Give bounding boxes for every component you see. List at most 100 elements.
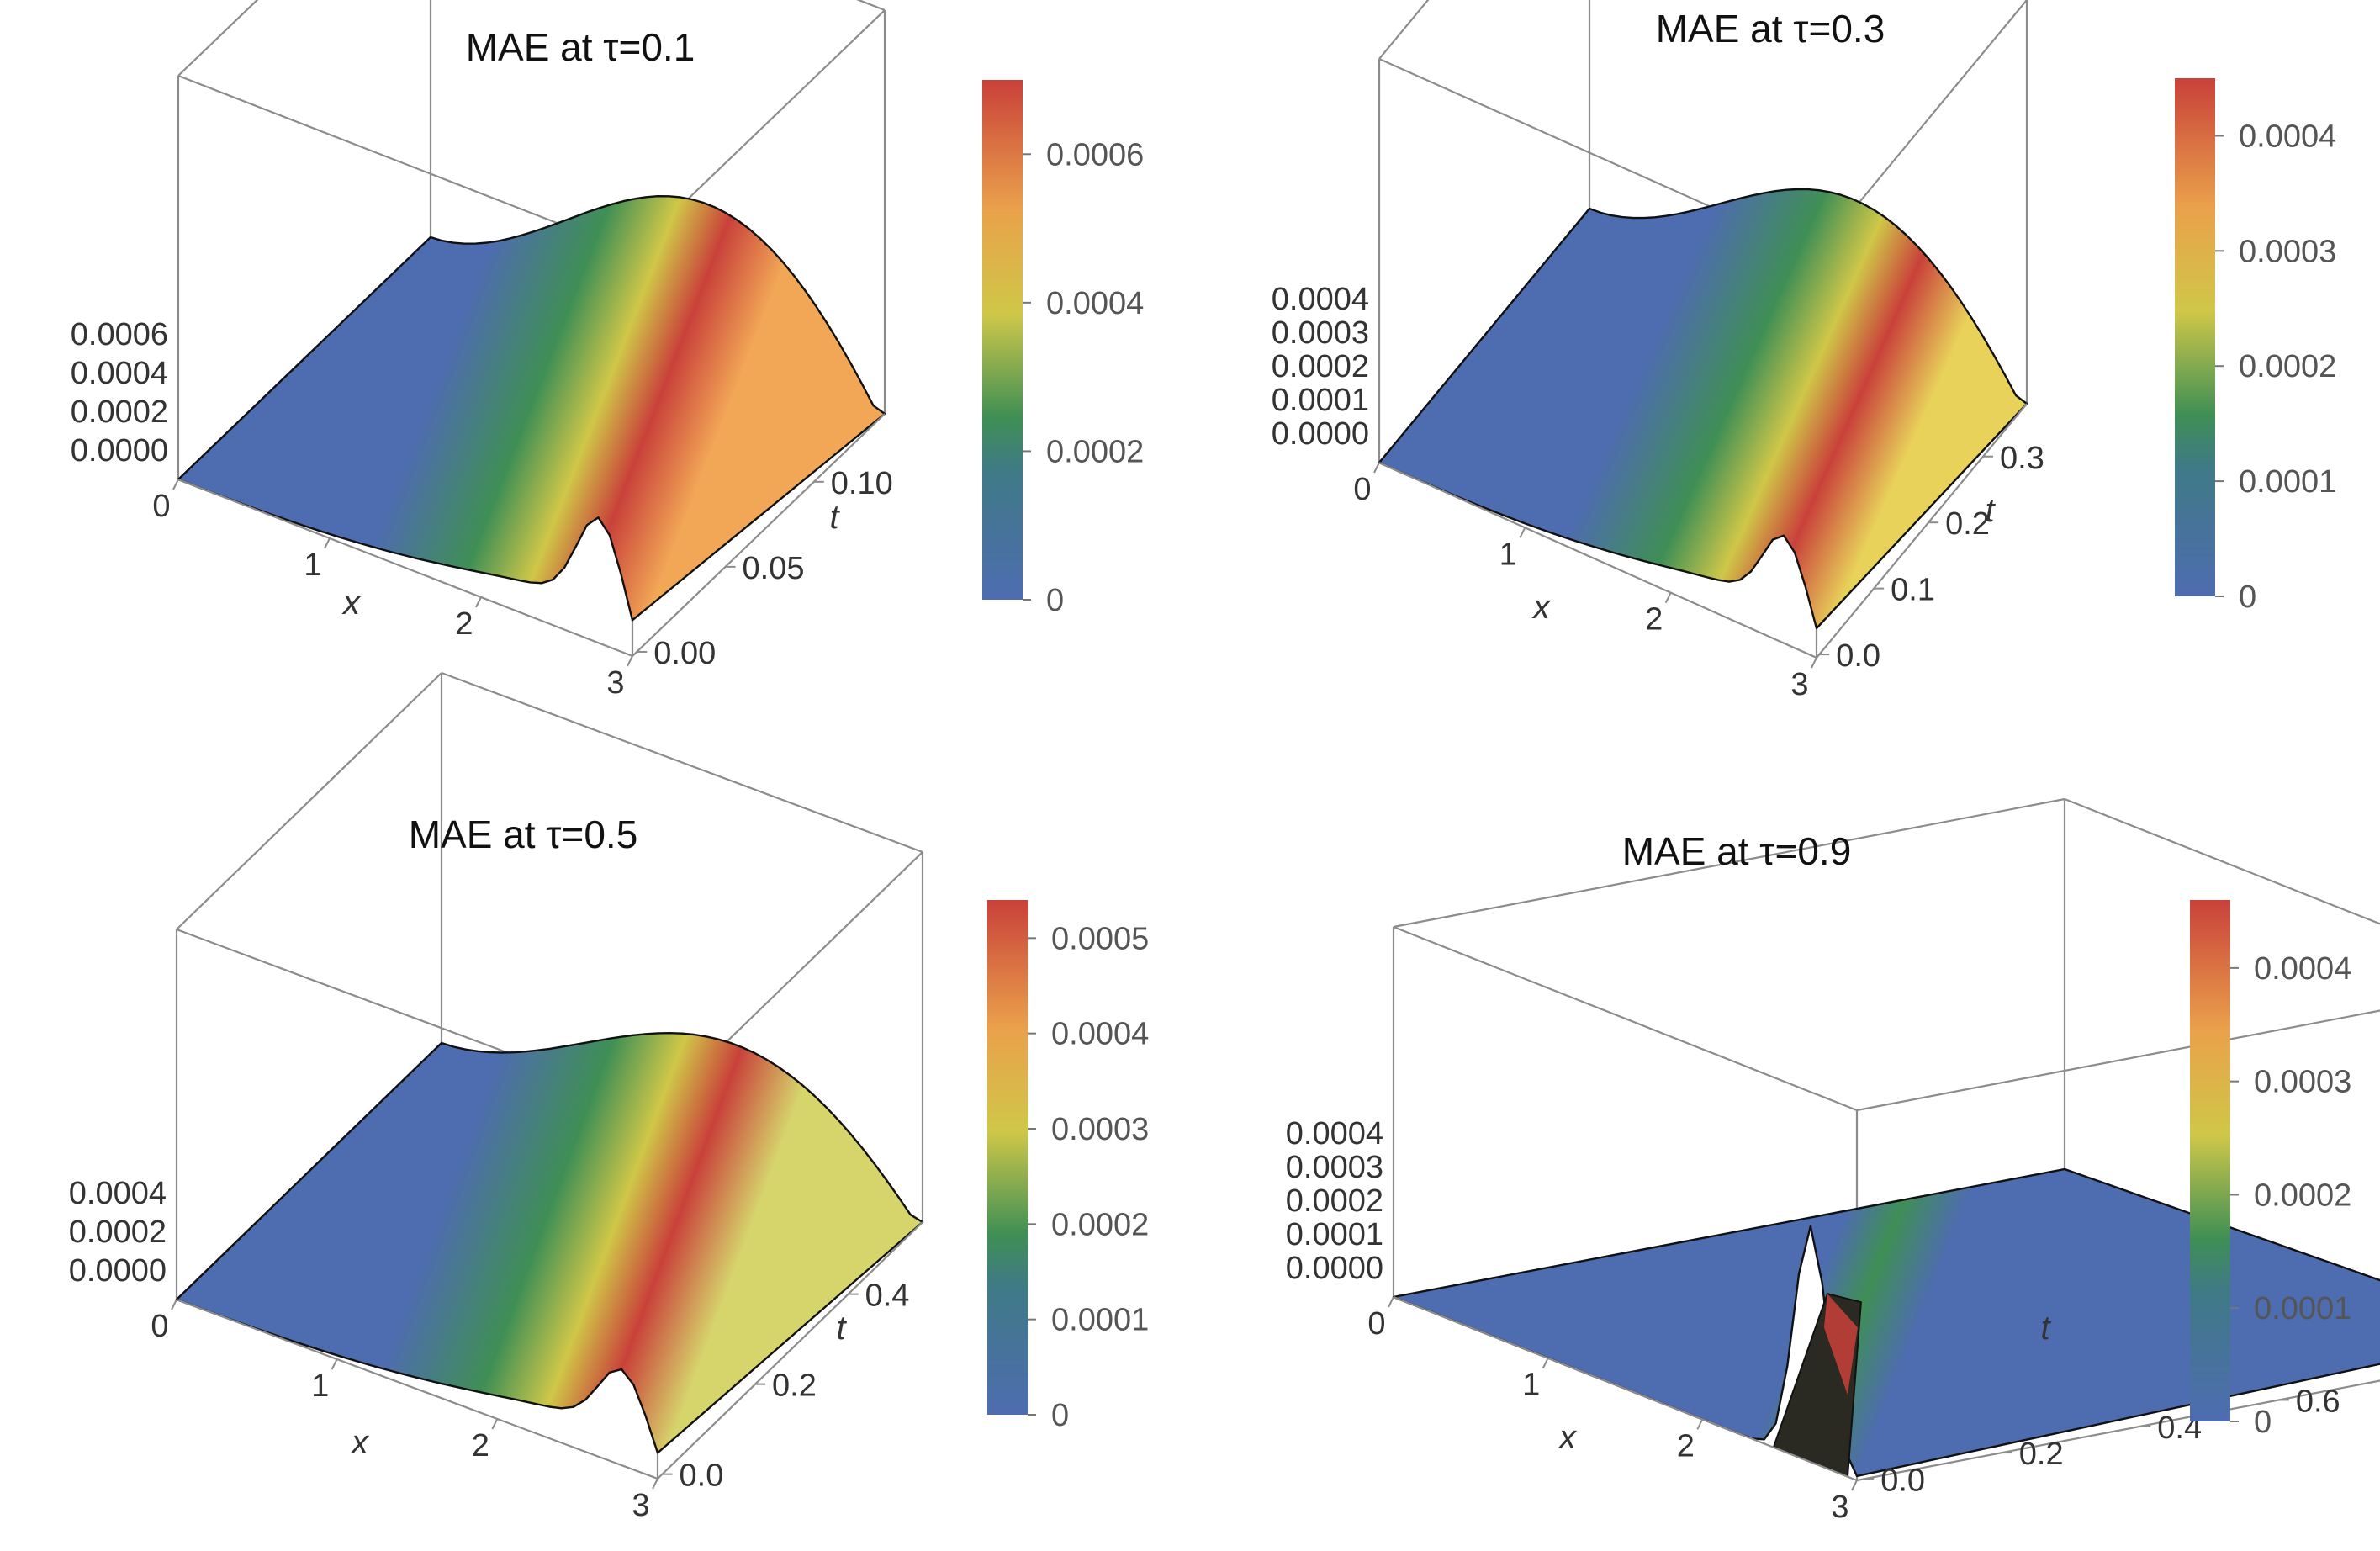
colorbar-tick-label: 0.0004 — [1046, 286, 1144, 321]
box-edge — [176, 672, 442, 930]
x-tick-label: 0 — [151, 1309, 168, 1344]
chart-title: MAE at τ=0.3 — [1656, 7, 1885, 50]
chart-title: MAE at τ=0.9 — [1622, 829, 1852, 873]
colorbar-tick-label: 0 — [2254, 1405, 2272, 1440]
box-edge — [856, 0, 886, 12]
y-tick-label: 0.0 — [1836, 638, 1880, 674]
x-tick-label: 1 — [1522, 1368, 1540, 1403]
z-tick-label: 0.0002 — [1286, 1183, 1383, 1219]
colorbar-tick-label: 0.0002 — [2239, 349, 2336, 384]
box-edge — [2064, 797, 2380, 925]
figure-panels: MAE at τ=0.101230.000.050.100.00000.0002… — [69, 0, 2380, 1525]
x-tick-label: 3 — [1790, 667, 1808, 702]
x-tick-mark — [1388, 1296, 1394, 1308]
chart-title: MAE at τ=0.1 — [466, 25, 695, 69]
x-axis-label: x — [1531, 589, 1552, 626]
z-tick-label: 0.0004 — [71, 356, 168, 391]
colorbar-tick-label: 0.0003 — [2239, 234, 2336, 269]
x-tick-label: 3 — [1831, 1490, 1848, 1525]
z-tick-label: 0.0003 — [1272, 315, 1369, 351]
colorbar-tick-label: 0 — [1051, 1398, 1069, 1433]
x-tick-label: 1 — [311, 1368, 329, 1404]
box-edge-front — [1816, 403, 2028, 659]
x-tick-mark — [1519, 527, 1526, 538]
z-tick-label: 0.0004 — [1286, 1116, 1383, 1151]
x-tick-label: 3 — [606, 665, 624, 701]
x-tick-label: 2 — [472, 1428, 489, 1464]
x-tick-label: 2 — [1677, 1428, 1695, 1464]
y-tick-label: 0.6 — [2296, 1384, 2340, 1419]
colorbar-tick-label: 0.0001 — [2239, 464, 2336, 500]
colorbar-tick-label: 0.0002 — [2254, 1178, 2351, 1213]
x-tick-mark — [1664, 592, 1672, 604]
z-tick-label: 0.0001 — [1286, 1217, 1383, 1252]
chart-title: MAE at τ=0.5 — [409, 813, 638, 856]
chart-panel-3: MAE at τ=0.501230.00.20.40.00000.00020.0… — [69, 671, 1149, 1523]
x-tick-mark — [1811, 657, 1817, 669]
colorbar-tick-label: 0.0001 — [1051, 1303, 1149, 1338]
colorbar-tick-label: 0.0003 — [2254, 1065, 2351, 1100]
x-tick-mark — [1851, 1480, 1858, 1491]
y-axis-label: t — [829, 499, 840, 536]
box-edge — [441, 671, 923, 854]
z-tick-label: 0.0004 — [1272, 282, 1369, 317]
colorbar — [2190, 900, 2230, 1421]
colorbar-tick-label: 0.0004 — [1051, 1017, 1149, 1052]
x-tick-label: 3 — [632, 1488, 649, 1523]
box-edge-front — [657, 1221, 923, 1480]
error-surface — [1392, 1167, 2380, 1478]
colorbar — [987, 900, 1028, 1415]
x-tick-mark — [1696, 1418, 1704, 1430]
x-axis-label: x — [341, 585, 362, 622]
x-axis-label: x — [1558, 1419, 1578, 1456]
y-tick-label: 0.2 — [2019, 1437, 2064, 1472]
y-axis-label: t — [836, 1310, 847, 1347]
error-peak-highlight — [1823, 1294, 1858, 1395]
box-edge-front — [1393, 1295, 1858, 1482]
colorbar-tick-label: 0.0005 — [1051, 921, 1149, 956]
x-tick-label: 1 — [304, 548, 321, 583]
y-tick-label: 0.0 — [680, 1458, 724, 1494]
colorbar-tick-label: 0.0002 — [1046, 434, 1144, 469]
box-edge — [1393, 797, 2065, 929]
z-tick-label: 0.0000 — [1286, 1251, 1383, 1286]
y-tick-label: 0.1 — [1891, 573, 1935, 608]
colorbar-tick-label: 0.0006 — [1046, 137, 1144, 172]
y-tick-label: 0.0 — [1880, 1463, 1925, 1498]
error-surface — [1378, 188, 2028, 630]
colorbar-tick-label: 0.0002 — [1051, 1207, 1149, 1242]
chart-panel-1: MAE at τ=0.101230.000.050.100.00000.0002… — [71, 0, 1144, 701]
x-tick-label: 2 — [455, 606, 473, 642]
box-edge-front — [176, 1298, 658, 1480]
y-tick-label: 0.2 — [772, 1368, 817, 1404]
y-axis-label: t — [1985, 492, 1996, 529]
colorbar-tick-label: 0 — [2239, 580, 2256, 615]
z-tick-label: 0.0002 — [71, 394, 168, 430]
x-tick-label: 1 — [1499, 537, 1517, 572]
box-edge — [177, 0, 259, 77]
x-tick-mark — [475, 596, 482, 608]
y-axis-label: t — [2040, 1310, 2051, 1347]
z-tick-label: 0.0002 — [69, 1215, 167, 1250]
y-tick-label: 0.10 — [831, 466, 893, 501]
z-tick-label: 0.0006 — [71, 317, 168, 352]
chart-panel-4: MAE at τ=0.901230.00.20.40.60.80.00000.0… — [1286, 797, 2380, 1525]
x-tick-label: 2 — [1645, 602, 1663, 638]
box-edge-front — [1378, 461, 1817, 659]
x-tick-mark — [627, 655, 633, 667]
colorbar-tick-label: 0.0004 — [2254, 951, 2351, 987]
y-tick-label: 0.05 — [743, 551, 805, 586]
z-tick-label: 0.0000 — [1272, 416, 1369, 452]
box-edge-front — [632, 413, 886, 657]
x-tick-mark — [1373, 462, 1380, 474]
x-tick-mark — [491, 1418, 499, 1430]
chart-panel-2: MAE at τ=0.301230.00.10.20.30.00000.0001… — [1272, 0, 2336, 702]
z-tick-label: 0.0000 — [71, 433, 168, 468]
colorbar — [2175, 78, 2215, 596]
box-edge — [1378, 0, 1430, 60]
z-tick-label: 0.0002 — [1272, 349, 1369, 384]
colorbar-tick-label: 0 — [1046, 583, 1064, 618]
colorbar-tick-label: 0.0001 — [2254, 1291, 2351, 1326]
z-tick-label: 0.0003 — [1286, 1150, 1383, 1185]
